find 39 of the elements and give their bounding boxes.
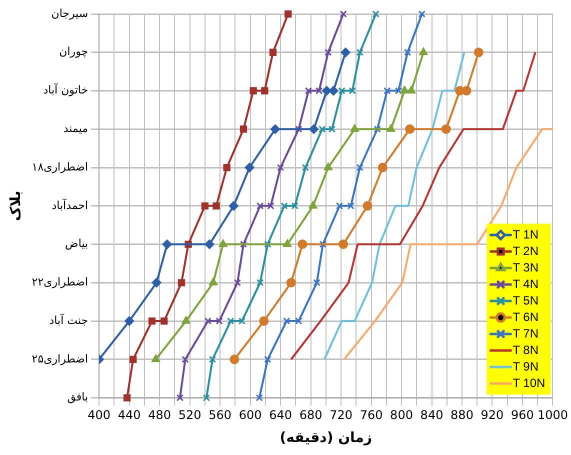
y-tick-label: بافق — [67, 390, 88, 404]
legend-label: T 7N — [512, 326, 539, 340]
legend-label: T 5N — [512, 293, 539, 308]
x-tick-label: 600 — [238, 408, 262, 422]
x-tick-label: 880 — [450, 408, 474, 422]
x-tick-label: 760 — [360, 408, 383, 422]
x-axis-title: زمان (دقیقه) — [280, 430, 372, 446]
y-tick-label: چوران — [59, 45, 88, 58]
y-axis-title: بلاک — [8, 190, 24, 222]
y-tick-label: اضطراری۲۵ — [32, 352, 88, 366]
legend-label: T 1N — [512, 227, 539, 242]
x-tick-label: 680 — [299, 408, 322, 422]
x-tick-label: 480 — [148, 408, 172, 422]
legend-label: T 9N — [512, 359, 539, 374]
legend-label: T 4N — [512, 276, 539, 291]
y-tick-label: اضطراری۲۲ — [32, 276, 88, 289]
x-tick-label: 520 — [178, 408, 202, 422]
x-tick-label: 800 — [390, 408, 413, 422]
y-tick-label: بیاض — [65, 237, 88, 250]
y-tick-label: میمند — [63, 122, 88, 135]
y-tick-label: اضطراری۱۸ — [32, 160, 88, 174]
legend-label: T 6N — [512, 310, 539, 324]
x-tick-label: 960 — [511, 408, 534, 422]
x-tick-label: 840 — [420, 408, 444, 422]
x-tick-label: 440 — [118, 408, 141, 422]
y-tick-label: سیرجان — [51, 6, 88, 20]
x-tick-label: 560 — [208, 408, 232, 422]
legend-label: T 10N — [512, 376, 546, 390]
x-tick-label: 1000 — [537, 408, 568, 422]
x-tick-label: 640 — [269, 408, 292, 422]
legend-label: T 8N — [512, 342, 539, 357]
y-tick-label: جنت آباد — [49, 312, 88, 327]
y-tick-label: خاتون آباد — [43, 82, 88, 97]
x-tick-label: 720 — [330, 408, 352, 422]
x-tick-label: 400 — [88, 408, 111, 422]
legend-label: T 2N — [512, 244, 539, 258]
y-tick-label: احمدآباد — [52, 198, 88, 212]
x-tick-label: 920 — [480, 408, 504, 422]
legend-label: T 3N — [512, 260, 539, 274]
